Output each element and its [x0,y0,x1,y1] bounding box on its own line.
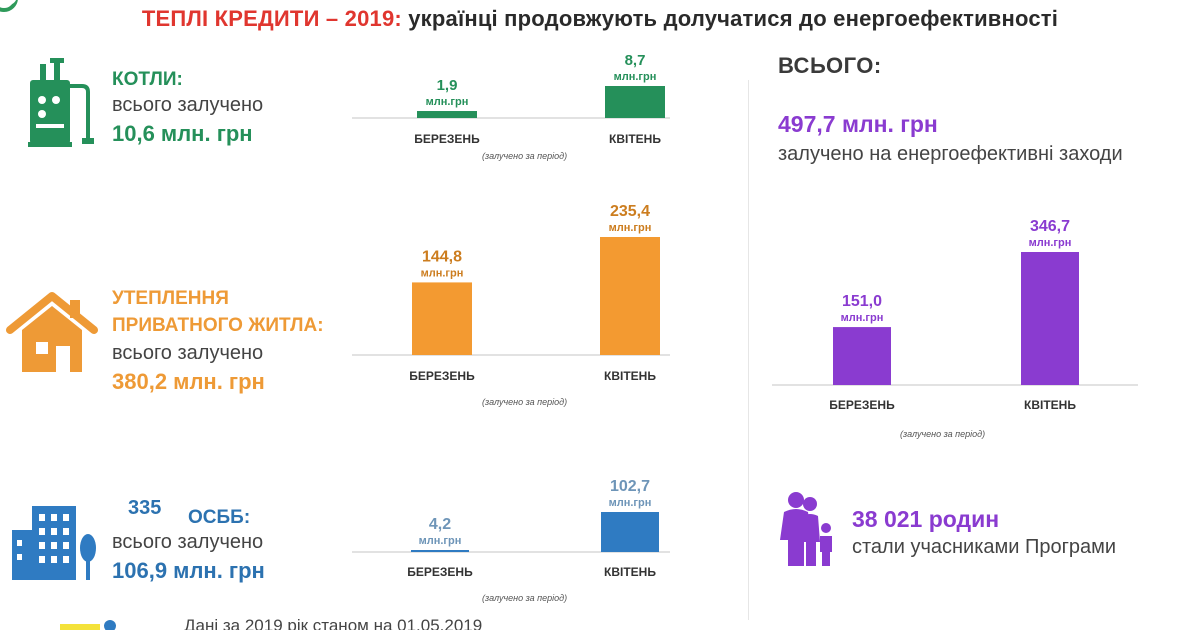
bar-1 [412,282,472,355]
bar-value-label: 144,8 [422,248,462,265]
period-note: (залучено за період) [482,151,567,161]
bar-unit-label: млн.грн [1029,237,1072,249]
insulation-label-2: ПРИВАТНОГО ЖИТЛА: [112,315,324,336]
bar-2 [601,512,659,552]
bar-value-label: 151,0 [842,293,882,310]
bar-1 [411,550,469,552]
category-label: КВІТЕНЬ [1024,398,1076,412]
partner-logo-icon [60,620,116,630]
title-rest: українці продовжують долучатися до енерг… [401,6,1059,31]
category-label: КВІТЕНЬ [604,369,656,383]
boilers-chart: млн.грн 1,9 БЕРЕЗЕНЬ млн.грн 8,7 КВІТЕНЬ (залу… [352,52,670,161]
page-title: ТЕПЛІ КРЕДИТИ – 2019: українці продовжую… [0,6,1200,32]
category-label: КВІТЕНЬ [609,132,661,146]
category-label: КВІТЕНЬ [604,565,656,579]
column-divider [748,80,749,620]
bar-value-label: 346,7 [1030,218,1070,235]
families-sub: стали учасниками Програми [852,536,1117,558]
osbb-total: 106,9 млн. грн [112,558,265,583]
insulation-chart: млн.грн 144,8 БЕРЕЗЕНЬ млн.грн 235,4 КВІТЕНЬ (… [352,203,670,407]
bar-unit-label: млн.грн [609,222,652,234]
bar-2 [600,237,660,355]
osbb-chart: млн.грн 4,2 БЕРЕЗЕНЬ млн.грн 102,7 КВІТЕНЬ (за… [352,478,670,603]
family-icon [780,492,832,566]
osbb-label: ОСББ: [188,507,251,528]
bar-unit-label: млн.грн [421,267,464,279]
period-note: (залучено за період) [482,397,567,407]
boiler-icon [28,58,94,147]
boilers-total: 10,6 млн. грн [112,121,253,146]
bar-unit-label: млн.грн [609,497,652,509]
bar-2 [605,86,665,118]
osbb-sub: всього залучено [112,531,264,553]
bar-value-label: 102,7 [610,478,650,495]
insulation-sub: всього залучено [112,342,264,364]
house-icon [6,292,98,372]
bar-value-label: 4,2 [429,516,451,533]
bar-1 [417,111,477,118]
apartment-building-icon [12,506,96,580]
summary-total-sub: залучено на енергоефективні заходи [778,143,1123,165]
title-accent: ТЕПЛІ КРЕДИТИ – 2019: [141,6,402,31]
insulation-label-1: УТЕПЛЕННЯ [112,288,229,309]
bar-1 [833,327,891,385]
bar-unit-label: млн.грн [426,96,469,108]
boilers-sub: всього залучено [112,94,264,116]
period-note: (залучено за період) [900,429,985,439]
boilers-label: КОТЛИ: [112,69,183,90]
bar-unit-label: млн.грн [419,535,462,547]
bar-unit-label: млн.грн [614,71,657,83]
families-value: 38 021 родин [852,506,1000,532]
summary-total-value: 497,7 млн. грн [778,111,938,137]
category-label: БЕРЕЗЕНЬ [414,132,480,146]
insulation-total: 380,2 млн. грн [112,369,265,394]
bar-value-label: 235,4 [610,203,650,220]
bar-unit-label: млн.грн [841,312,884,324]
footer-note: Дані за 2019 рік станом на 01.05.2019 [184,616,483,630]
osbb-count: 335 [128,497,162,519]
bar-value-label: 8,7 [625,52,646,69]
summary-heading: ВСЬОГО: [778,53,882,78]
category-label: БЕРЕЗЕНЬ [829,398,895,412]
category-label: БЕРЕЗЕНЬ [409,369,475,383]
period-note: (залучено за період) [482,593,567,603]
summary-chart: млн.грн 151,0 БЕРЕЗЕНЬ млн.грн 346,7 КВІТЕНЬ (… [772,218,1138,439]
category-label: БЕРЕЗЕНЬ [407,565,473,579]
logo-icon [0,0,18,12]
bar-2 [1021,252,1079,385]
bar-value-label: 1,9 [437,77,458,94]
